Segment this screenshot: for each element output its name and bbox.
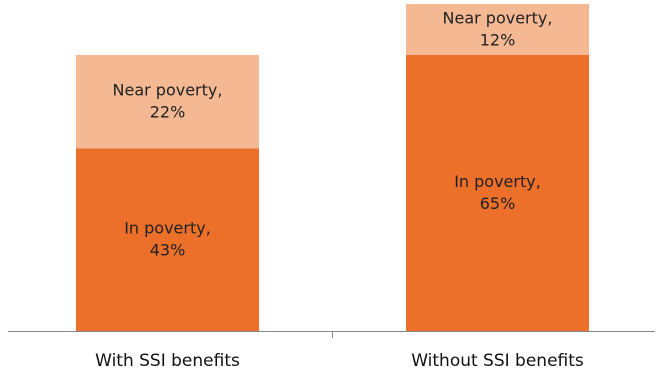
x-axis bbox=[8, 331, 655, 338]
segment-label-near-poverty-1: Near poverty, 22% bbox=[113, 81, 223, 122]
bar-segment-in-poverty-1 bbox=[76, 148, 259, 331]
bar-segment-in-poverty-2 bbox=[406, 54, 589, 332]
segment-label-in-poverty-2: In poverty, 65% bbox=[454, 172, 541, 213]
category-label-1: With SSI benefits bbox=[95, 351, 240, 371]
category-label-2: Without SSI benefits bbox=[411, 351, 584, 371]
bar-segment-near-poverty-2 bbox=[406, 4, 589, 55]
category-labels-group: With SSI benefits Without SSI benefits bbox=[95, 351, 584, 371]
segment-labels-group: In poverty, 43% Near poverty, 22% In poverty… bbox=[113, 8, 553, 259]
bars-group bbox=[76, 4, 589, 332]
bar-segment-near-poverty-1 bbox=[76, 54, 259, 149]
segment-label-in-poverty-1: In poverty, 43% bbox=[124, 219, 211, 260]
segment-label-near-poverty-2: Near poverty, 12% bbox=[443, 8, 553, 49]
